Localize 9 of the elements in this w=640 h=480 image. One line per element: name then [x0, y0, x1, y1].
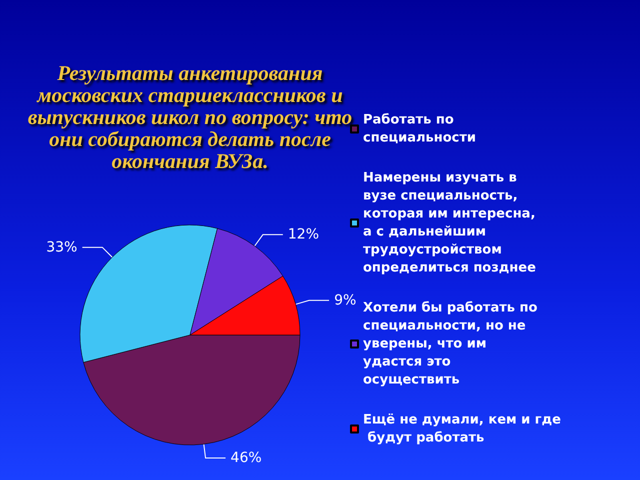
chart-title: Результаты анкетирования московских старшеклассников и выпускников школ по вопросу: что они собираются делать после окончания ВУЗа.	[26, 61, 354, 173]
data-label: 46%	[230, 450, 262, 466]
legend-label: Хотели бы работать по специальности, но не уверены, что им удастся это осуществить	[363, 300, 542, 388]
data-label: 9%	[334, 292, 356, 308]
legend-label: Работать по специальности	[363, 112, 476, 146]
data-label: 33%	[46, 239, 78, 256]
legend-label: Намерены изучать в вузе специальность, которая им интересна, а с дальнейшим трудоустройством определиться позднее	[363, 170, 540, 276]
data-label: 12%	[288, 226, 320, 243]
legend-label: Ещё не думали, кем и где будут работать	[363, 412, 562, 446]
